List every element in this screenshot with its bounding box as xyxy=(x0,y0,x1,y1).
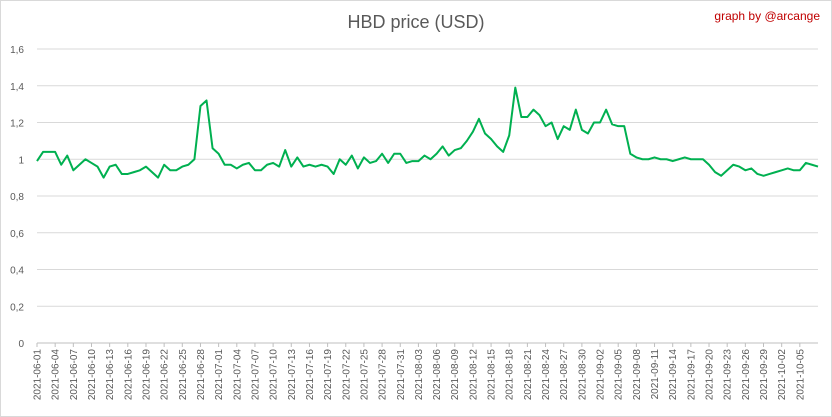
y-tick-label: 1,4 xyxy=(10,82,24,93)
x-tick-label: 2021-07-19 xyxy=(323,349,334,401)
price-line xyxy=(36,86,819,179)
x-tick-label: 2021-06-16 xyxy=(123,349,134,401)
x-tick-label: 2021-08-06 xyxy=(432,349,443,401)
x-tick-label: 2021-08-03 xyxy=(414,349,425,401)
x-tick-label: 2021-08-18 xyxy=(505,349,516,401)
x-tick-label: 2021-08-24 xyxy=(541,349,552,401)
x-axis: 2021-06-01 2021-06-04 2021-06-07 2021-06-10… xyxy=(33,343,806,401)
x-tick-label: 2021-06-19 xyxy=(141,349,152,401)
x-tick-label: 2021-10-02 xyxy=(777,349,788,401)
y-tick-label: 0,8 xyxy=(10,192,24,203)
x-tick-label: 2021-07-07 xyxy=(250,349,261,401)
y-tick-label: 1,6 xyxy=(10,45,24,56)
x-tick-label: 2021-08-30 xyxy=(577,349,588,401)
x-tick-label: 2021-09-26 xyxy=(741,349,752,401)
y-tick-label: 0,4 xyxy=(10,266,24,277)
x-tick-label: 2021-07-10 xyxy=(269,349,280,401)
x-tick-label: 2021-09-08 xyxy=(632,349,643,401)
x-tick-label: 2021-09-20 xyxy=(705,349,716,401)
y-tick-label: 1,2 xyxy=(10,119,24,130)
x-tick-label: 2021-08-27 xyxy=(559,349,570,401)
chart-title: HBD price (USD) xyxy=(347,12,485,32)
x-tick-label: 2021-06-13 xyxy=(105,349,116,401)
x-tick-label: 2021-06-28 xyxy=(196,349,207,401)
x-tick-label: 2021-07-28 xyxy=(378,349,389,401)
x-tick-label: 2021-06-22 xyxy=(160,349,171,401)
x-tick-label: 2021-06-10 xyxy=(87,349,98,401)
gridlines xyxy=(37,48,818,344)
x-tick-label: 2021-07-04 xyxy=(232,349,243,401)
y-tick-label: 0,6 xyxy=(10,229,24,240)
x-tick-label: 2021-09-23 xyxy=(723,349,734,401)
x-tick-label: 2021-09-05 xyxy=(614,349,625,401)
x-tick-label: 2021-07-13 xyxy=(287,349,298,401)
y-tick-label: 0,2 xyxy=(10,302,24,313)
x-tick-label: 2021-09-17 xyxy=(686,349,697,401)
x-tick-label: 2021-08-09 xyxy=(450,349,461,401)
x-tick-label: 2021-10-05 xyxy=(795,349,806,401)
y-axis: 0 0,2 0,4 0,6 0,8 1 1,2 1,4 1,6 xyxy=(10,45,24,350)
y-tick-label: 0 xyxy=(18,339,24,350)
x-tick-label: 2021-07-31 xyxy=(396,349,407,401)
x-tick-label: 2021-06-04 xyxy=(51,349,62,401)
y-tick-label: 1 xyxy=(18,155,24,166)
x-tick-label: 2021-08-12 xyxy=(468,349,479,401)
x-tick-label: 2021-09-11 xyxy=(650,349,661,400)
series-layer xyxy=(36,86,819,179)
x-tick-label: 2021-06-07 xyxy=(69,349,80,401)
x-tick-label: 2021-09-29 xyxy=(759,349,770,401)
x-tick-label: 2021-07-25 xyxy=(359,349,370,401)
x-tick-label: 2021-06-25 xyxy=(178,349,189,401)
x-tick-label: 2021-09-14 xyxy=(668,349,679,401)
x-tick-label: 2021-08-21 xyxy=(523,349,534,401)
credit-label: graph by @arcange xyxy=(714,9,820,23)
x-tick-label: 2021-08-15 xyxy=(487,349,498,401)
x-tick-label: 2021-07-01 xyxy=(214,349,225,401)
x-tick-label: 2021-07-16 xyxy=(305,349,316,401)
x-tick-label: 2021-09-02 xyxy=(596,349,607,401)
x-tick-label: 2021-06-01 xyxy=(33,349,44,401)
x-tick-label: 2021-07-22 xyxy=(341,349,352,401)
